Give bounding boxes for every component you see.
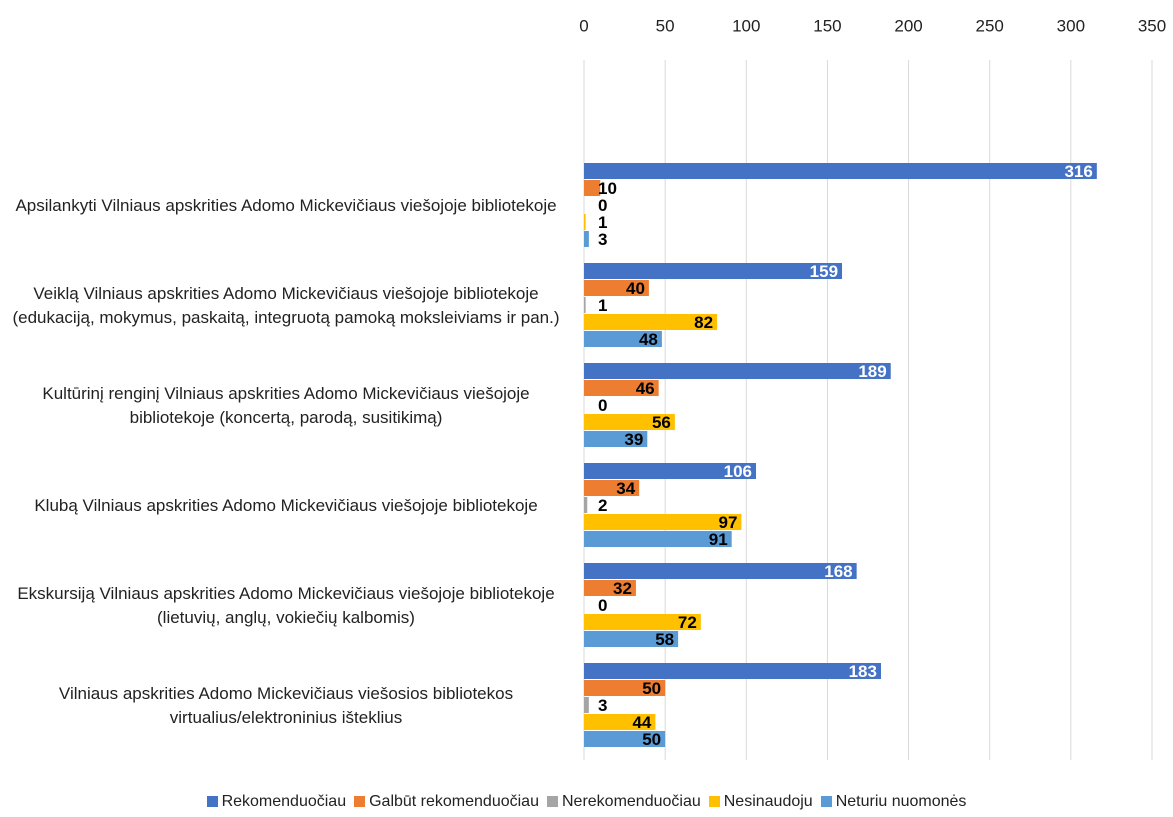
data-label: 0	[598, 396, 607, 415]
data-label: 106	[724, 462, 752, 481]
legend-swatch	[546, 796, 558, 807]
bar	[584, 463, 757, 479]
data-label: 48	[639, 330, 658, 349]
data-label: 39	[624, 430, 643, 449]
bar	[584, 163, 1097, 179]
category-label: Vilniaus apskrities Adomo Mickevičiaus v…	[58, 683, 514, 727]
bar	[584, 663, 881, 679]
legend-item: Rekomenduočiau	[206, 793, 347, 811]
data-label: 3	[598, 696, 607, 715]
data-label: 40	[626, 279, 645, 298]
data-label: 91	[709, 530, 728, 549]
data-label: 183	[849, 662, 877, 681]
bar	[584, 431, 648, 447]
legend-label: Neturiu nuomonės	[835, 793, 967, 810]
legend-item: Nerekomenduočiau	[546, 793, 701, 811]
x-tick-label: 200	[894, 16, 922, 35]
legend-swatch	[354, 796, 366, 807]
data-label: 56	[652, 413, 671, 432]
legend-item: Neturiu nuomonės	[820, 793, 967, 811]
data-label: 58	[655, 630, 674, 649]
data-label: 168	[824, 562, 852, 581]
bar	[584, 214, 586, 230]
bar	[584, 514, 742, 530]
legend-label: Rekomenduočiau	[221, 793, 347, 810]
data-label: 3	[598, 230, 607, 249]
x-tick-label: 50	[656, 16, 675, 35]
data-label: 32	[613, 579, 632, 598]
category-label: Ekskursiją Vilniaus apskrities Adomo Mic…	[17, 583, 555, 627]
bar	[584, 263, 843, 279]
category-label: Kultūrinį renginį Vilniaus apskrities Ad…	[42, 383, 530, 427]
category-label: Veiklą Vilniaus apskrities Adomo Mickevi…	[12, 283, 560, 327]
data-label: 1	[598, 296, 607, 315]
category-label: Klubą Vilniaus apskrities Adomo Mickevič…	[34, 495, 538, 515]
bar	[584, 731, 666, 747]
bar	[584, 314, 718, 330]
data-label: 82	[694, 313, 713, 332]
bar	[584, 680, 666, 696]
data-label: 2	[598, 496, 607, 515]
x-tick-label: 150	[813, 16, 841, 35]
bar	[584, 497, 588, 513]
bar	[584, 614, 701, 630]
bar	[584, 380, 659, 396]
bar	[584, 297, 586, 313]
bar	[584, 714, 656, 730]
data-label: 46	[636, 379, 655, 398]
legend-swatch	[206, 796, 218, 807]
bar	[584, 697, 589, 713]
bar	[584, 180, 601, 196]
x-tick-label: 250	[976, 16, 1004, 35]
data-label: 44	[632, 713, 651, 732]
legend-label: Nerekomenduočiau	[561, 793, 701, 810]
data-label: 1	[598, 213, 607, 232]
data-label: 72	[678, 613, 697, 632]
data-label: 0	[598, 596, 607, 615]
legend-item: Nesinaudoju	[708, 793, 813, 811]
data-label: 189	[858, 362, 886, 381]
x-tick-label: 100	[732, 16, 760, 35]
legend: Rekomenduočiau Galbūt rekomenduočiau Nerek…	[0, 793, 1173, 811]
legend-label: Nesinaudoju	[723, 793, 813, 810]
data-label: 316	[1064, 162, 1092, 181]
legend-item: Galbūt rekomenduočiau	[354, 793, 539, 811]
data-label: 34	[616, 479, 635, 498]
bar	[584, 331, 662, 347]
x-tick-label: 300	[1057, 16, 1085, 35]
data-label: 0	[598, 196, 607, 215]
data-label: 10	[598, 179, 617, 198]
data-label: 159	[810, 262, 838, 281]
legend-swatch	[820, 796, 832, 807]
category-label: Apsilankyti Vilniaus apskrities Adomo Mi…	[15, 195, 557, 215]
bar	[584, 631, 679, 647]
data-label: 97	[718, 513, 737, 532]
legend-label: Galbūt rekomenduočiau	[369, 793, 539, 810]
bar	[584, 414, 675, 430]
bar	[584, 531, 732, 547]
data-label: 50	[642, 679, 661, 698]
bar	[584, 580, 636, 596]
bar	[584, 480, 640, 496]
bar	[584, 280, 649, 296]
x-tick-label: 0	[579, 16, 588, 35]
data-label: 50	[642, 730, 661, 749]
bar	[584, 363, 891, 379]
bar	[584, 231, 589, 247]
x-tick-label: 350	[1138, 16, 1166, 35]
legend-swatch	[708, 796, 720, 807]
bar	[584, 563, 857, 579]
